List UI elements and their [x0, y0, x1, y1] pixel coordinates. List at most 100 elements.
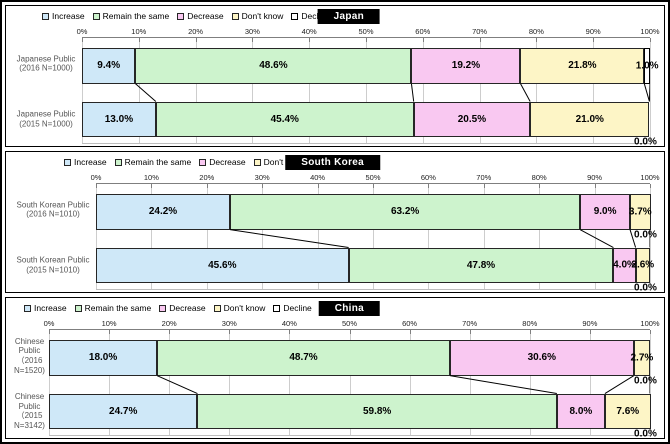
category-labels: South Korean Public (2016 N=1010) South Ko… — [12, 172, 96, 290]
gridline — [82, 38, 83, 143]
gridline — [409, 330, 411, 435]
legend-item-decrease: Decrease — [177, 11, 224, 21]
legend-label: Increase — [52, 11, 85, 21]
gridline — [366, 38, 367, 143]
value-label: 0.0% — [634, 136, 657, 148]
axis-tick-label: 20% — [161, 319, 177, 328]
axis-tick-label: 60% — [420, 173, 436, 182]
legend: Increase Remain the same Decrease Don't kno… — [24, 303, 312, 313]
value-label: 0.0% — [634, 428, 657, 440]
segment-dont-know: 21.0% — [530, 101, 650, 138]
category-label-line: N=3142) — [14, 420, 45, 430]
axis-tick-label: 100% — [640, 27, 660, 36]
x-axis: 0% 10% 20% 30% 40% 50% 60% 70% 80% 90% 100% — [77, 26, 660, 37]
axis-tick-label: 30% — [244, 27, 260, 36]
axis-tick-label: 10% — [143, 173, 159, 182]
category-label-line: Public — [18, 346, 41, 356]
value-label: 2.7% — [630, 352, 654, 364]
segment-dont-know — [635, 247, 650, 284]
gridline — [109, 330, 111, 435]
axis-tickmark — [252, 38, 254, 42]
axis-tickmark — [206, 184, 208, 188]
increase-swatch-icon — [64, 158, 71, 166]
axis-tickmark — [539, 184, 541, 188]
chart-south-korea: South Korean Public (2016 N=1010) South Ko… — [12, 172, 660, 294]
legend-item-decrease: Decrease — [199, 157, 246, 167]
legend-item-dont-know: Don't know — [253, 157, 305, 167]
legend-item-increase: Increase — [42, 11, 85, 21]
axis-tickmark — [366, 38, 367, 42]
axis-tick-label: 100% — [640, 173, 660, 182]
axis-tickmark — [317, 184, 319, 188]
legend-item-dont-know: Don't know — [231, 11, 283, 21]
segment-increase: 24.2% — [96, 193, 231, 230]
segment-dont-know — [633, 339, 650, 376]
gridline — [650, 184, 651, 289]
category-label-line: (2015 N=1010) — [26, 265, 80, 275]
segment-decrease: 30.6% — [449, 339, 634, 376]
segment-decrease — [613, 247, 636, 284]
axis-tickmark — [109, 330, 111, 334]
segment-decrease: 19.2% — [411, 47, 521, 84]
segment-decline — [644, 47, 650, 84]
gridline — [349, 330, 351, 435]
gridline — [229, 330, 231, 435]
category-label-line: Chinese — [14, 392, 45, 402]
segment-remain-the-same: 48.6% — [135, 47, 412, 84]
chart-title-japan: Japan — [317, 9, 380, 24]
category-label: Japanese Public (2015 N=1000) — [12, 110, 80, 129]
segment-remain-the-same: 48.7% — [157, 339, 450, 376]
increase-swatch-icon — [42, 12, 49, 20]
legend-item-decline: Decline — [291, 11, 330, 21]
decline-swatch-icon — [291, 12, 299, 20]
segment-decrease: 9.0% — [580, 193, 631, 230]
axis-tick-label: 40% — [301, 27, 317, 36]
axis-tick-label: 90% — [585, 27, 601, 36]
axis-tickmark — [262, 184, 264, 188]
axis-tickmark — [96, 184, 97, 188]
category-labels: Japanese Public (2016 N=1000) Japanese Pub… — [12, 26, 82, 144]
category-label: Chinese Public （2016 N=1520) — [12, 337, 47, 375]
category-label-line: South Korean Public — [16, 255, 90, 265]
axis-tick-label: 20% — [188, 27, 204, 36]
gridline — [428, 184, 430, 289]
category-label: South Korean Public (2015 N=1010) — [12, 256, 94, 275]
axis-tick-label: 70% — [472, 27, 488, 36]
legend-label: Increase — [34, 303, 67, 313]
axis-tick-label: 50% — [341, 319, 358, 328]
axis-tickmark — [650, 330, 651, 334]
gridline — [650, 330, 651, 435]
category-label-line: (2016 N=1010) — [26, 209, 80, 219]
value-label: 4.0% — [613, 259, 636, 271]
category-labels: Chinese Public （2016 N=1520) Chinese Public （2… — [12, 318, 49, 436]
axis-tick-label: 10% — [131, 27, 147, 36]
segment-remain-the-same: 63.2% — [230, 193, 581, 230]
segment-remain-the-same: 45.4% — [155, 101, 414, 138]
gridline — [96, 184, 97, 289]
axis-tickmark — [309, 38, 311, 42]
x-axis: 0% 10% 20% 30% 40% 50% 60% 70% 80% 90% 100% — [44, 318, 660, 329]
segment-increase: 13.0% — [82, 101, 156, 138]
plot-area: 18.0% 48.7% 30.6% 2.7% 0.0% 24.7% 59.8% 8.0% 7.6… — [49, 329, 657, 440]
segment-increase: 24.7% — [49, 393, 198, 430]
value-label: 1.0% — [635, 60, 659, 72]
category-label-line: (2016 N=1000) — [19, 63, 73, 73]
axis-tick-label: 50% — [358, 27, 374, 36]
panel-header: Increase Remain the same Decrease Don't kno… — [12, 301, 658, 318]
dont-know-swatch-icon — [213, 304, 221, 312]
panel-japan: Increase Remain the same Decrease Don't kno… — [5, 5, 665, 148]
chart-title-china: China — [318, 301, 380, 316]
axis-tickmark — [169, 330, 171, 334]
axis-tickmark — [138, 38, 140, 42]
legend-item-decrease: Decrease — [159, 303, 206, 313]
gridline — [289, 330, 291, 435]
panel-header: Increase Remain the same Decrease Don't kno… — [12, 9, 658, 26]
dont-know-swatch-icon — [231, 12, 239, 20]
panel-china: Increase Remain the same Decrease Don't kno… — [5, 297, 665, 440]
category-label-line: Public — [18, 401, 41, 411]
segment-decrease: 8.0% — [556, 393, 605, 430]
decrease-swatch-icon — [199, 158, 207, 166]
plot-wrap: 0% 10% 20% 30% 40% 50% 60% 70% 80% 90% 100% 18.0% 4… — [44, 318, 660, 440]
axis-tickmark — [289, 330, 291, 334]
axis-tick-label: 0% — [90, 173, 102, 182]
